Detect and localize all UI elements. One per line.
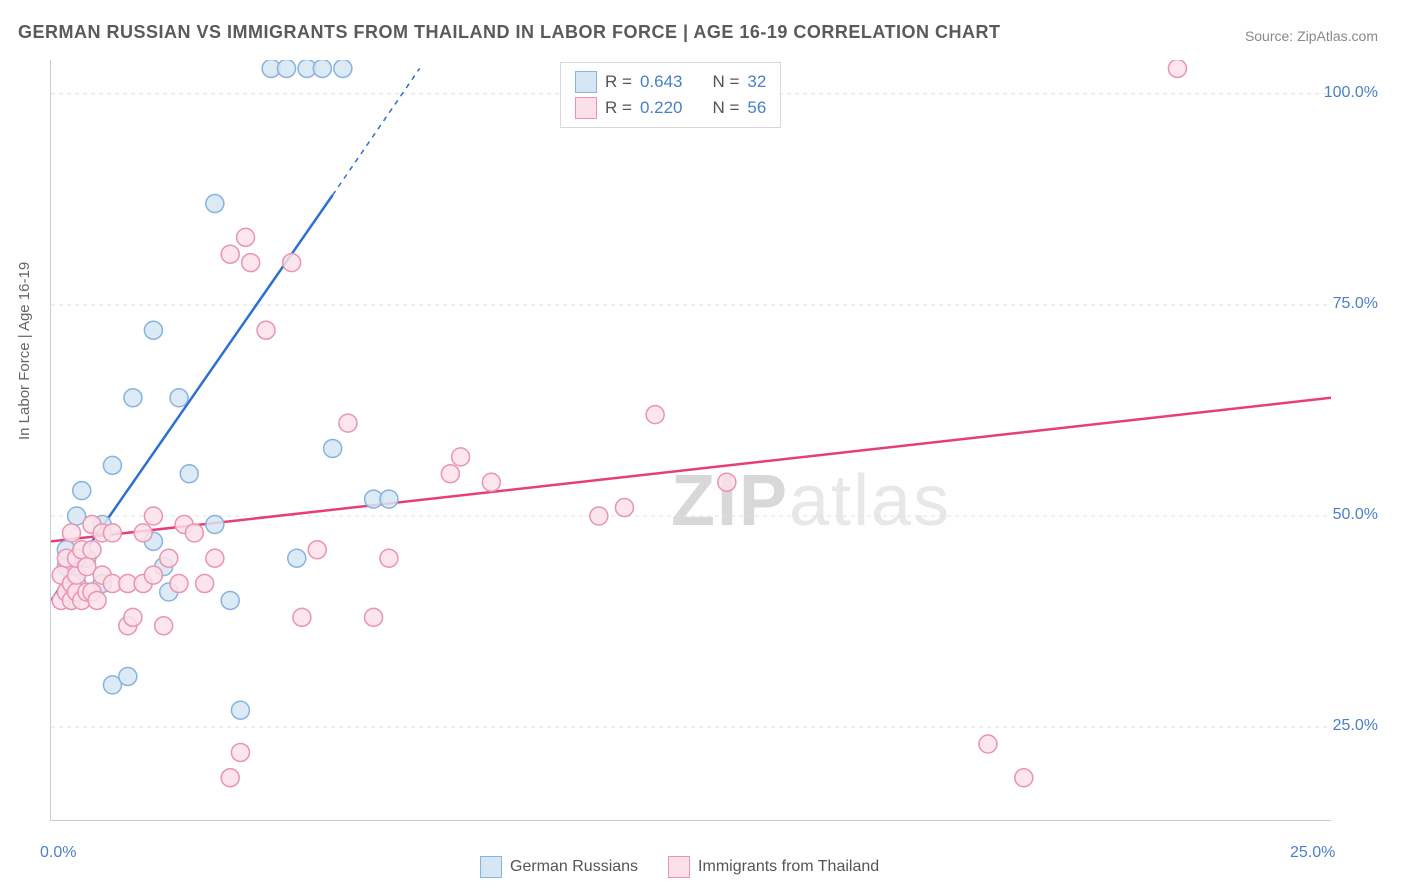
stats-row-series2: R = 0.220 N = 56 (575, 95, 766, 121)
n-value-series2: 56 (747, 98, 766, 118)
source-attribution: Source: ZipAtlas.com (1245, 28, 1378, 44)
plot-area: ZIPatlas (50, 60, 1331, 821)
legend-label-series1: German Russians (510, 858, 638, 876)
n-label: N = (712, 72, 739, 92)
y-axis-label: In Labor Force | Age 16-19 (16, 262, 33, 440)
r-value-series1: 0.643 (640, 72, 683, 92)
legend-item-series1: German Russians (480, 856, 638, 878)
swatch-series2 (575, 97, 597, 119)
y-tick-label: 100.0% (1324, 84, 1378, 102)
correlation-stats-box: R = 0.643 N = 32 R = 0.220 N = 56 (560, 62, 781, 128)
legend-swatch-series1 (480, 856, 502, 878)
chart-container: GERMAN RUSSIAN VS IMMIGRANTS FROM THAILA… (0, 0, 1406, 892)
legend-item-series2: Immigrants from Thailand (668, 856, 879, 878)
bottom-legend: German Russians Immigrants from Thailand (480, 856, 879, 878)
y-tick-label: 50.0% (1333, 506, 1378, 524)
r-label: R = (605, 72, 632, 92)
r-value-series2: 0.220 (640, 98, 683, 118)
scatter-plot-svg (51, 60, 1331, 820)
legend-swatch-series2 (668, 856, 690, 878)
r-label: R = (605, 98, 632, 118)
swatch-series1 (575, 71, 597, 93)
stats-row-series1: R = 0.643 N = 32 (575, 69, 766, 95)
legend-label-series2: Immigrants from Thailand (698, 858, 879, 876)
x-tick-label: 0.0% (40, 844, 76, 862)
y-tick-label: 75.0% (1333, 295, 1378, 313)
y-tick-label: 25.0% (1333, 717, 1378, 735)
n-label: N = (712, 98, 739, 118)
x-tick-label: 25.0% (1290, 844, 1335, 862)
n-value-series1: 32 (747, 72, 766, 92)
chart-title: GERMAN RUSSIAN VS IMMIGRANTS FROM THAILA… (18, 22, 1001, 43)
